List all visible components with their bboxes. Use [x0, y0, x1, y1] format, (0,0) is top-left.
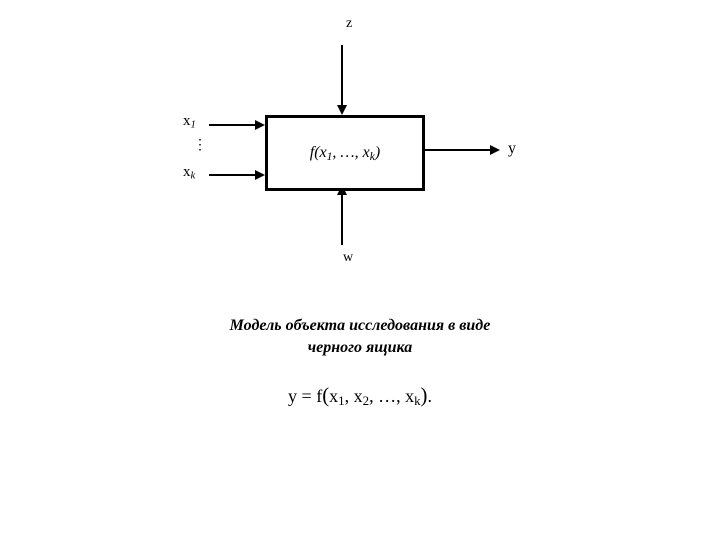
diagram-canvas: f(x1, …, xk) z w y x1 xk ⋮ Модель объект… — [0, 0, 720, 540]
caption-line2: черного ящика — [308, 339, 412, 356]
caption: Модель объекта исследования в виде черно… — [200, 315, 520, 358]
label-x1-s: 1 — [191, 119, 196, 131]
label-xk: xk — [183, 164, 195, 182]
eq-tail: . — [427, 386, 432, 406]
fbox-t3: ) — [375, 144, 380, 161]
label-y: y — [508, 140, 516, 158]
eq-c2: , …, — [369, 386, 405, 406]
label-xk-p: x — [183, 164, 191, 180]
eq-x1: x — [329, 386, 338, 406]
eq-xk: x — [405, 386, 414, 406]
label-z: z — [346, 16, 352, 32]
caption-line1: Модель объекта исследования в виде — [230, 317, 491, 334]
fbox-t1: f(x — [310, 144, 327, 161]
arrows-layer — [0, 0, 720, 540]
label-vdots: ⋮ — [193, 137, 207, 154]
eq-x2: x — [354, 386, 363, 406]
eq-c1: , — [345, 386, 354, 406]
label-x1-p: x — [183, 113, 191, 129]
fbox-t2: , …, x — [332, 144, 369, 161]
equation: y = f(x1, x2, …, xk). — [260, 385, 460, 409]
label-x1: x1 — [183, 113, 196, 131]
eq-yf: y = f — [288, 386, 322, 406]
label-w: w — [343, 250, 353, 266]
label-xk-s: k — [191, 170, 196, 182]
function-box: f(x1, …, xk) — [265, 115, 425, 191]
function-box-label: f(x1, …, xk) — [310, 144, 380, 163]
